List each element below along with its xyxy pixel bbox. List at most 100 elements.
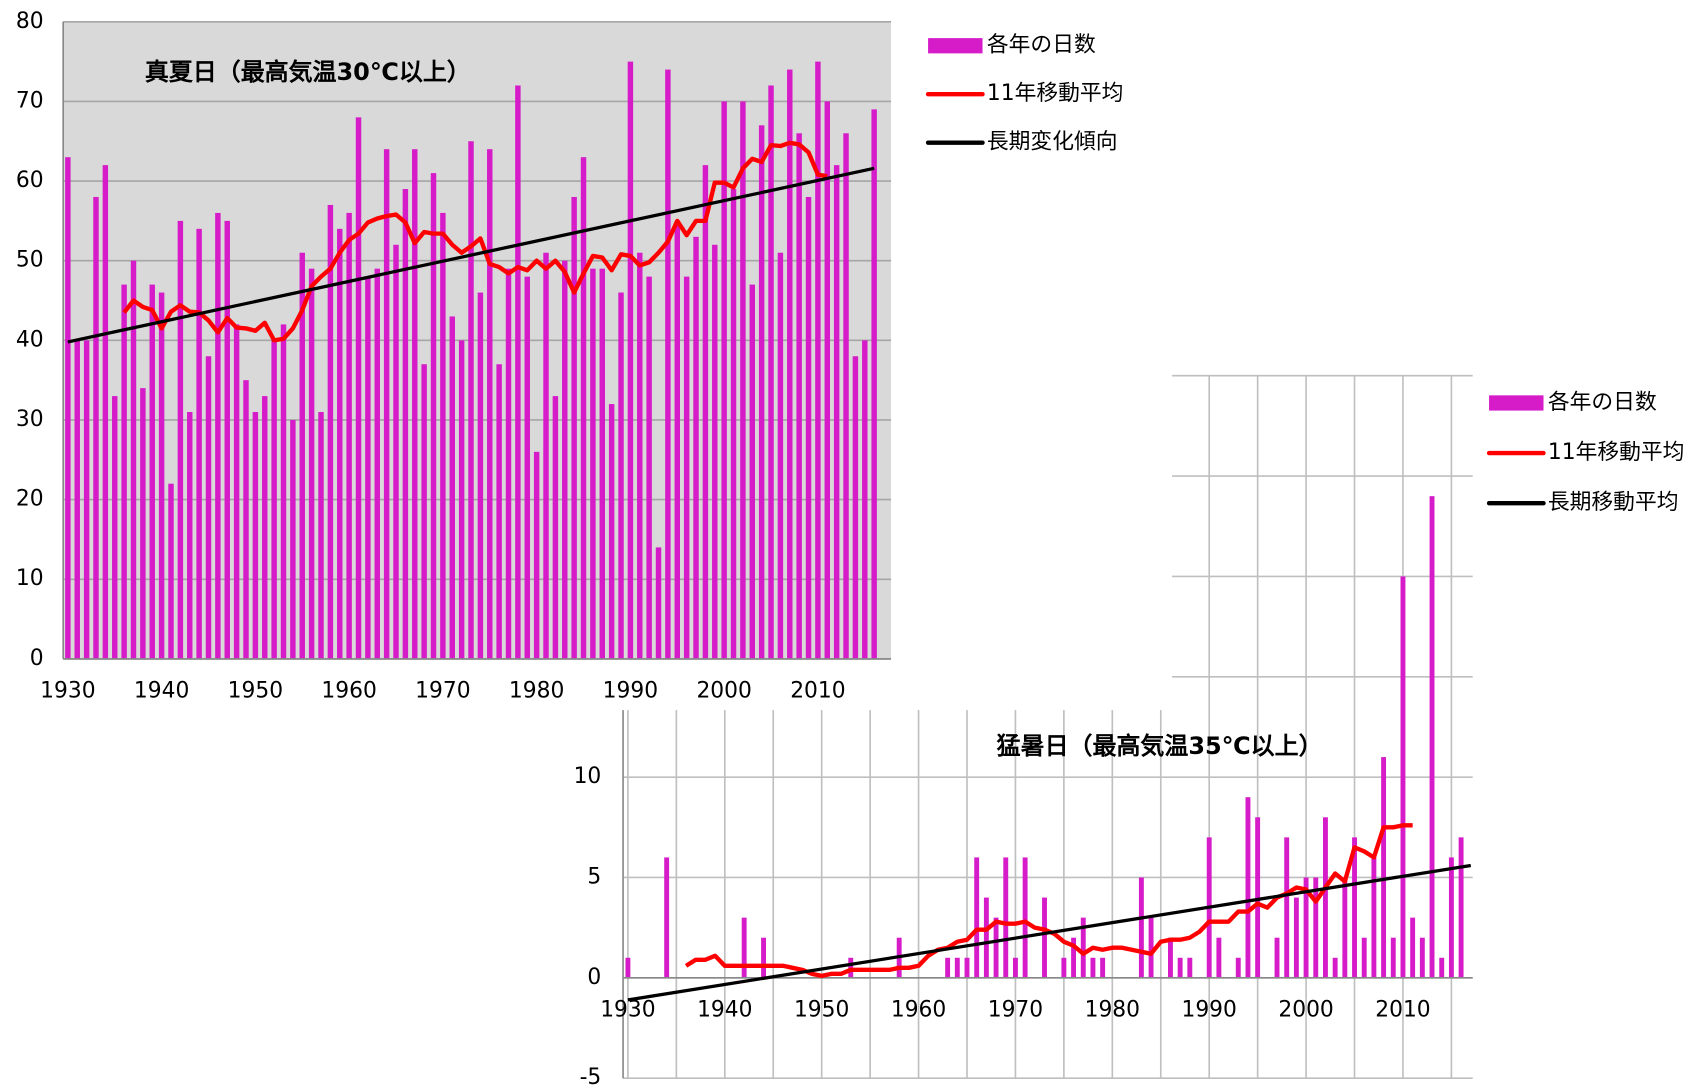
bar	[1061, 957, 1067, 978]
x-tick-label: 1960	[891, 998, 946, 1023]
bar	[758, 125, 765, 659]
y-tick-label: 0	[587, 965, 601, 990]
bar	[580, 157, 587, 659]
y-tick-label: 5	[587, 864, 601, 889]
bar	[1400, 576, 1406, 978]
bar	[65, 157, 71, 659]
legend-label: 各年の日数	[1548, 390, 1657, 415]
bar	[140, 388, 146, 659]
x-tick-label: 1930	[40, 679, 95, 704]
bar	[280, 324, 287, 659]
bar	[964, 957, 970, 978]
bar	[440, 212, 446, 659]
bar	[833, 165, 840, 659]
bar	[646, 276, 652, 659]
bar	[252, 412, 259, 659]
bar	[637, 252, 643, 659]
bar	[1080, 917, 1086, 978]
x-tick-label: 2010	[790, 679, 845, 704]
bar	[1419, 937, 1425, 978]
bar	[505, 268, 512, 659]
y-tick-label: 20	[16, 487, 44, 512]
bar	[374, 268, 380, 659]
bar	[693, 236, 699, 659]
bar	[824, 101, 831, 659]
x-tick-label: 1980	[509, 679, 564, 704]
legend-label: 長期変化傾向	[987, 130, 1118, 155]
bar	[346, 212, 352, 659]
legend-label: 11年移動平均	[1548, 440, 1685, 465]
bar	[393, 244, 399, 659]
x-tick-label: 1930	[600, 998, 655, 1023]
y-tick-label: 40	[16, 327, 44, 352]
y-tick-label: 70	[16, 88, 44, 113]
bar	[712, 244, 718, 659]
bar	[487, 149, 493, 659]
bar	[290, 419, 296, 659]
x-tick-label: 1970	[415, 679, 470, 704]
y-tick-label: -5	[580, 1065, 602, 1088]
bar	[983, 897, 989, 978]
bar	[805, 196, 812, 659]
bar	[215, 212, 221, 659]
bar	[1274, 937, 1280, 978]
line	[122, 140, 828, 343]
bar	[740, 101, 746, 659]
bar	[383, 149, 390, 659]
bar	[365, 276, 371, 659]
bar	[702, 165, 709, 659]
bar	[515, 85, 521, 659]
x-tick-label: 2000	[1278, 998, 1333, 1023]
bar	[243, 380, 249, 659]
bar	[871, 109, 877, 659]
line	[67, 166, 875, 344]
bar	[412, 149, 418, 659]
bar	[112, 396, 118, 659]
bar	[93, 196, 99, 659]
y-tick-label: 80	[16, 9, 44, 34]
bar	[402, 189, 409, 659]
bar	[102, 165, 109, 659]
x-tick-label: 1990	[603, 679, 658, 704]
bar	[787, 69, 793, 659]
bar	[158, 292, 165, 659]
legend-label: 長期移動平均	[1548, 490, 1679, 515]
bar	[862, 340, 868, 659]
bar	[458, 340, 465, 659]
bar	[337, 228, 343, 659]
bar	[1255, 817, 1261, 978]
chart-title: 猛暑日（最高気温35℃以上）	[996, 732, 1323, 760]
bar	[543, 252, 549, 659]
y-tick-label: 10	[574, 764, 602, 789]
legend-swatch	[928, 38, 983, 54]
bar	[149, 284, 155, 659]
bar	[355, 117, 362, 659]
bar	[533, 451, 540, 659]
chart-title: 真夏日（最高気温30℃以上）	[145, 58, 471, 86]
bar	[562, 260, 568, 659]
bar	[1100, 957, 1106, 978]
bar	[205, 356, 212, 659]
bar	[74, 340, 80, 659]
bar	[571, 196, 577, 659]
bar	[954, 957, 960, 978]
bar	[299, 252, 305, 659]
bar	[1448, 857, 1454, 978]
legend-label: 11年移動平均	[987, 81, 1124, 106]
bar	[1187, 957, 1193, 978]
bar	[721, 101, 727, 659]
bar	[1323, 817, 1328, 978]
bar	[852, 356, 859, 659]
bar	[625, 957, 631, 978]
bar	[1148, 917, 1154, 978]
x-tick-label: 1950	[794, 998, 849, 1023]
x-tick-label: 1940	[134, 679, 189, 704]
y-tick-label: 50	[16, 248, 44, 273]
x-tick-label: 1960	[321, 679, 376, 704]
bar	[1022, 857, 1028, 978]
bar	[1284, 837, 1290, 978]
bar	[1361, 937, 1367, 978]
bar	[421, 364, 427, 659]
bar	[843, 133, 849, 659]
